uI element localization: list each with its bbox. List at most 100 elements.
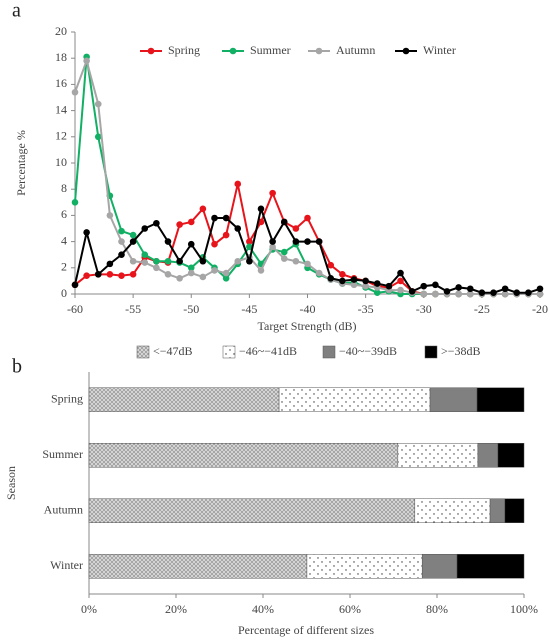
data-point (118, 251, 125, 258)
data-point (536, 290, 544, 298)
data-point (257, 205, 265, 213)
x-tick-label: 100% (510, 602, 538, 616)
y-tick-label: Spring (51, 392, 83, 406)
series-line (74, 205, 541, 294)
data-point (222, 274, 230, 282)
data-point (94, 271, 102, 278)
legend-marker (147, 47, 155, 55)
y-tick-label: 16 (55, 76, 67, 90)
data-point (501, 285, 509, 293)
data-point (153, 257, 160, 265)
y-tick-label: 18 (55, 50, 67, 64)
y-tick-label: 14 (55, 102, 67, 116)
data-point (327, 261, 335, 269)
data-point (129, 238, 137, 245)
data-point (71, 88, 79, 96)
x-tick-label: -25 (474, 302, 490, 316)
bar-segment (489, 498, 506, 523)
data-point (257, 267, 265, 274)
data-point (362, 277, 369, 285)
data-point (246, 243, 253, 251)
data-point (71, 281, 79, 289)
legend-label: Winter (423, 43, 456, 57)
data-point (164, 238, 172, 245)
y-tick-label: 0 (61, 286, 67, 300)
legend-marker (229, 47, 237, 55)
data-point (234, 225, 242, 232)
data-point (269, 243, 276, 251)
bar-segment (278, 387, 431, 412)
data-point (350, 281, 358, 289)
legend-label: >−38dB (441, 344, 481, 358)
legend-swatch (322, 345, 336, 359)
data-point (118, 238, 125, 245)
data-point (129, 257, 137, 265)
data-point (280, 255, 288, 262)
data-point (304, 214, 311, 222)
data-point (466, 290, 474, 298)
legend-label: −46~−41dB (239, 344, 297, 358)
legend-label: Autumn (336, 43, 375, 57)
data-point (362, 282, 369, 290)
data-point (141, 259, 149, 266)
data-point (269, 238, 276, 245)
data-point (536, 285, 544, 293)
data-point (141, 225, 149, 232)
data-point (153, 264, 160, 272)
bar-segment (476, 387, 525, 412)
legend-swatch (136, 345, 150, 359)
data-point (339, 277, 346, 285)
data-point (211, 214, 218, 222)
data-point (199, 205, 207, 213)
x-tick-label: -45 (241, 302, 257, 316)
legend-label: Summer (250, 43, 291, 57)
legend-swatch (424, 345, 438, 359)
data-point (478, 289, 486, 296)
bar-segment (306, 554, 423, 579)
data-point (292, 257, 300, 265)
x-tick-label: 20% (165, 602, 187, 616)
legend-marker (315, 47, 323, 55)
x-tick-label: -50 (183, 302, 199, 316)
data-point (397, 286, 404, 294)
data-point (106, 212, 114, 219)
data-point (397, 269, 404, 277)
data-point (525, 289, 532, 296)
data-point (315, 269, 323, 277)
data-point (187, 264, 195, 272)
bar-segment (397, 443, 479, 468)
data-point (129, 231, 137, 239)
data-point (455, 290, 462, 298)
y-tick-label: 8 (61, 181, 67, 195)
panel-label: a (12, 0, 21, 22)
data-point (176, 257, 183, 265)
x-tick-label: -60 (67, 302, 83, 316)
y-tick-label: 20 (55, 24, 67, 38)
data-point (304, 238, 311, 245)
y-tick-label: 4 (61, 233, 67, 247)
y-tick-label: 10 (55, 155, 67, 169)
data-point (443, 288, 451, 295)
data-point (164, 257, 172, 265)
data-point (408, 288, 416, 295)
data-point (466, 285, 474, 293)
data-point (164, 271, 172, 278)
y-tick-label: 2 (61, 260, 67, 274)
data-point (280, 218, 288, 226)
bar-segment (456, 554, 525, 579)
legend-swatch (222, 345, 236, 359)
legend-label: −40~−39dB (339, 344, 397, 358)
data-point (420, 282, 428, 290)
x-axis-title: Percentage of different sizes (238, 623, 374, 637)
data-point (83, 272, 90, 279)
data-point (292, 225, 300, 232)
x-tick-label: 80% (426, 602, 448, 616)
x-tick-label: -20 (532, 302, 548, 316)
data-point (141, 251, 149, 258)
data-point (222, 269, 230, 277)
data-point (187, 269, 195, 277)
y-tick-label: Winter (50, 558, 83, 572)
bar-segment (429, 387, 478, 412)
data-point (106, 260, 114, 268)
data-point (94, 100, 102, 108)
